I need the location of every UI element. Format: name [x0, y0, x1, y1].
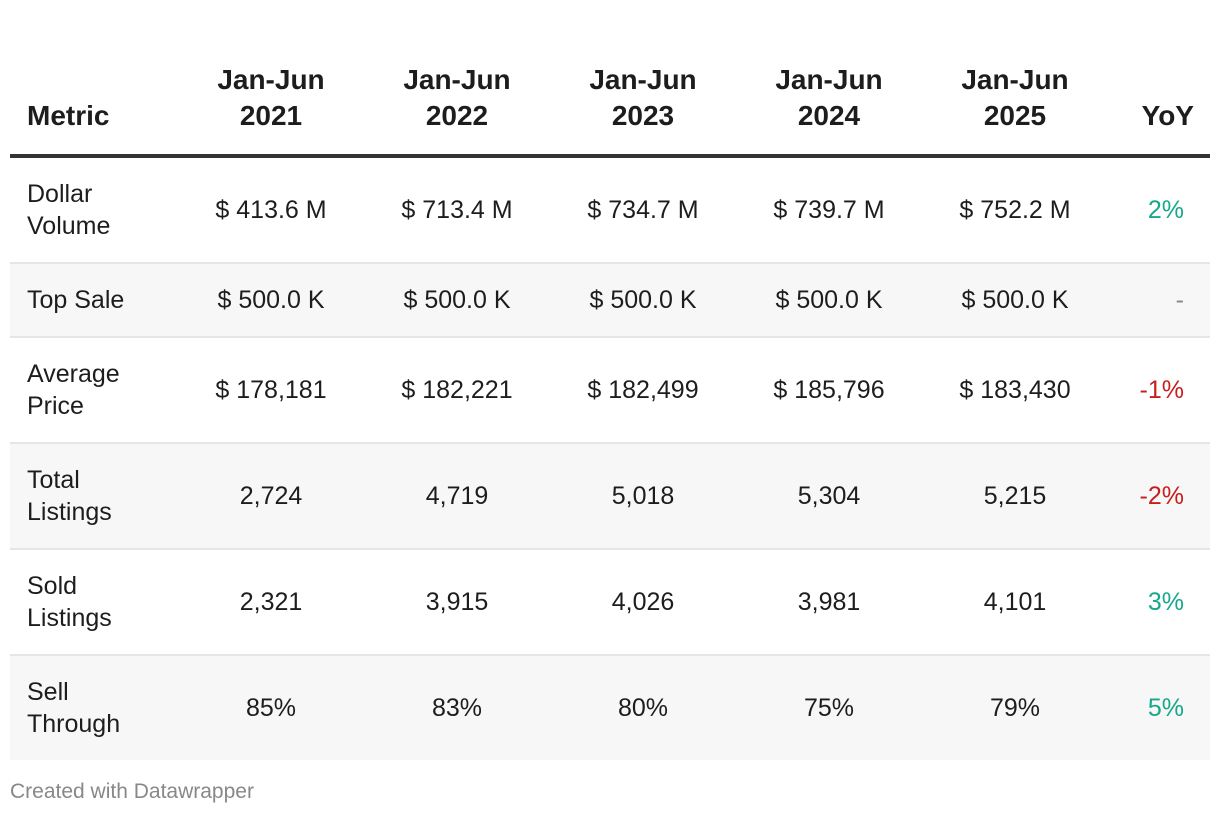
table-row: Sold Listings 2,321 3,915 4,026 3,981 4,101 3% — [10, 549, 1210, 656]
value-cell: 5,304 — [736, 443, 922, 550]
value-cell: $ 734.7 M — [550, 156, 736, 264]
header-metric: Metric — [10, 40, 178, 158]
header-period-year: 2023 — [611, 100, 675, 131]
header-period-range: Jan-Jun — [775, 64, 883, 95]
table-row: Top Sale $ 500.0 K $ 500.0 K $ 500.0 K $ 500… — [10, 263, 1210, 338]
value-cell: 4,026 — [550, 549, 736, 656]
table-body: Dollar Volume $ 413.6 M $ 713.4 M $ 734.7 M $… — [10, 156, 1210, 760]
metric-label: Top Sale — [10, 263, 178, 338]
value-cell: 3,981 — [736, 549, 922, 656]
header-period-year: 2025 — [983, 100, 1047, 131]
metric-label: Sell Through — [10, 655, 178, 760]
metric-label-line: Through — [27, 710, 121, 738]
value-cell: $ 500.0 K — [364, 263, 550, 338]
value-cell: $ 713.4 M — [364, 156, 550, 264]
table-row: Dollar Volume $ 413.6 M $ 713.4 M $ 734.7 M $… — [10, 156, 1210, 264]
header-period-2023: Jan-Jun 2023 — [550, 40, 736, 158]
metric-label-line: Average — [27, 360, 120, 388]
metric-label-line: Sold — [27, 572, 78, 600]
value-cell: $ 178,181 — [178, 337, 364, 444]
market-metrics-table: Metric Jan-Jun 2021 Jan-Jun 2022 Jan-Jun… — [10, 40, 1210, 760]
value-cell: 4,101 — [922, 549, 1108, 656]
value-cell: $ 752.2 M — [922, 156, 1108, 264]
value-cell: $ 500.0 K — [922, 263, 1108, 338]
value-cell: 2,724 — [178, 443, 364, 550]
value-cell: $ 182,499 — [550, 337, 736, 444]
metric-label: Average Price — [10, 337, 178, 444]
metric-label-line: Total — [27, 466, 80, 494]
header-period-range: Jan-Jun — [403, 64, 511, 95]
table-row: Sell Through 85% 83% 80% 75% 79% 5% — [10, 655, 1210, 760]
metric-label-line: Price — [27, 392, 84, 420]
value-cell: 5,018 — [550, 443, 736, 550]
metric-label: Dollar Volume — [10, 156, 178, 264]
value-cell: 75% — [736, 655, 922, 760]
value-cell: $ 183,430 — [922, 337, 1108, 444]
value-cell: 5,215 — [922, 443, 1108, 550]
value-cell: 83% — [364, 655, 550, 760]
metric-label: Sold Listings — [10, 549, 178, 656]
value-cell: $ 185,796 — [736, 337, 922, 444]
datawrapper-credit: Created with Datawrapper — [10, 780, 254, 803]
metric-label: Total Listings — [10, 443, 178, 550]
header-period-range: Jan-Jun — [589, 64, 697, 95]
table-header: Metric Jan-Jun 2021 Jan-Jun 2022 Jan-Jun… — [10, 40, 1210, 158]
value-cell: 2,321 — [178, 549, 364, 656]
value-cell: $ 182,221 — [364, 337, 550, 444]
yoy-change: 3% — [1108, 549, 1210, 656]
value-cell: 3,915 — [364, 549, 550, 656]
header-period-year: 2024 — [797, 100, 861, 131]
header-period-2021: Jan-Jun 2021 — [178, 40, 364, 158]
yoy-change: - — [1108, 263, 1210, 338]
table-row: Total Listings 2,724 4,719 5,018 5,304 5,215 -2… — [10, 443, 1210, 550]
data-table-container: Metric Jan-Jun 2021 Jan-Jun 2022 Jan-Jun… — [10, 40, 1210, 760]
table-row: Average Price $ 178,181 $ 182,221 $ 182,499 $… — [10, 337, 1210, 444]
header-row: Metric Jan-Jun 2021 Jan-Jun 2022 Jan-Jun… — [10, 40, 1210, 158]
yoy-change: -1% — [1108, 337, 1210, 444]
metric-label-line: Dollar — [27, 180, 93, 208]
value-cell: 79% — [922, 655, 1108, 760]
metric-label-line: Sell — [27, 678, 69, 706]
header-period-2024: Jan-Jun 2024 — [736, 40, 922, 158]
value-cell: $ 739.7 M — [736, 156, 922, 264]
metric-label-line: Listings — [27, 498, 112, 526]
yoy-change: 5% — [1108, 655, 1210, 760]
value-cell: 4,719 — [364, 443, 550, 550]
header-period-range: Jan-Jun — [217, 64, 325, 95]
value-cell: 80% — [550, 655, 736, 760]
header-period-2025: Jan-Jun 2025 — [922, 40, 1108, 158]
value-cell: $ 413.6 M — [178, 156, 364, 264]
yoy-change: -2% — [1108, 443, 1210, 550]
metric-label-line: Volume — [27, 212, 111, 240]
value-cell: $ 500.0 K — [178, 263, 364, 338]
header-period-range: Jan-Jun — [961, 64, 1069, 95]
header-yoy: YoY — [1108, 40, 1210, 158]
header-period-year: 2021 — [239, 100, 303, 131]
header-period-year: 2022 — [425, 100, 489, 131]
value-cell: $ 500.0 K — [550, 263, 736, 338]
metric-label-line: Listings — [27, 604, 112, 632]
yoy-change: 2% — [1108, 156, 1210, 264]
metric-label-line: Top Sale — [27, 286, 125, 314]
value-cell: 85% — [178, 655, 364, 760]
value-cell: $ 500.0 K — [736, 263, 922, 338]
header-period-2022: Jan-Jun 2022 — [364, 40, 550, 158]
